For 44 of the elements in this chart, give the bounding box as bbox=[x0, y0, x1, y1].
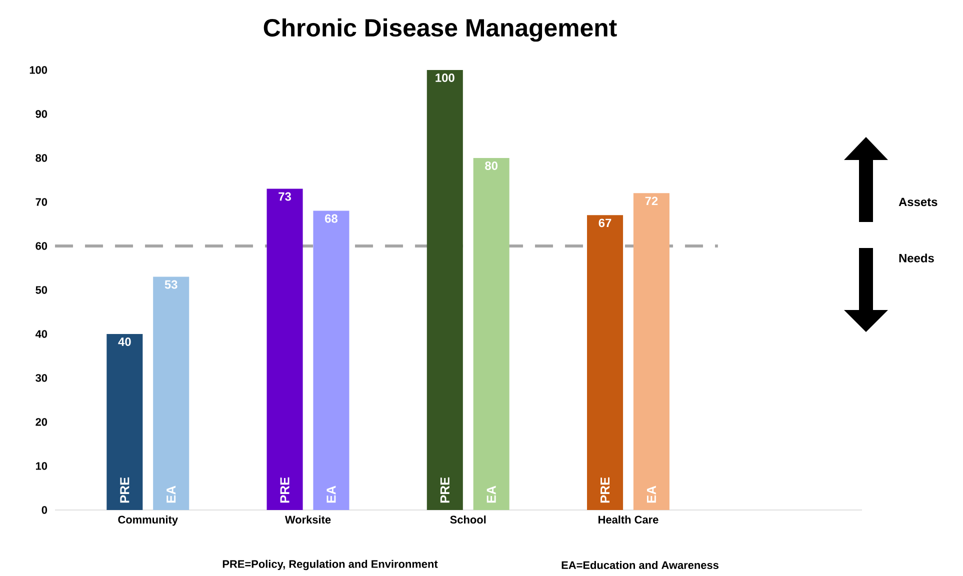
y-tick-label: 70 bbox=[36, 198, 48, 206]
x-tick-label: Worksite bbox=[284, 516, 331, 524]
text: PRE bbox=[280, 477, 290, 503]
y-tick-label: 0 bbox=[42, 506, 48, 514]
text: PRE=Policy, Regulation and Environment bbox=[222, 560, 438, 570]
text: EA=Education and Awareness bbox=[562, 560, 718, 570]
y-tick-label: 60 bbox=[36, 242, 48, 250]
y-tick-label: 50 bbox=[36, 286, 48, 294]
text: EA bbox=[647, 486, 656, 503]
x-tick-label: School bbox=[450, 516, 486, 524]
data-label: 67 bbox=[598, 218, 612, 228]
x-tick-label: Community bbox=[118, 516, 178, 526]
y-tick-label: 40 bbox=[35, 330, 48, 338]
text: Assets bbox=[898, 198, 938, 206]
text: EA bbox=[486, 486, 496, 503]
text: PRE bbox=[600, 477, 610, 503]
bar bbox=[106, 334, 143, 510]
bar bbox=[426, 70, 463, 510]
data-label: 72 bbox=[645, 196, 658, 206]
data-label: 73 bbox=[278, 192, 291, 201]
data-label: 100 bbox=[436, 74, 454, 82]
bar bbox=[313, 210, 350, 510]
series-label: PRE bbox=[120, 477, 130, 503]
y-tick-label: 80 bbox=[36, 154, 48, 162]
y-tick-label: 100 bbox=[30, 66, 48, 74]
text: PRE bbox=[440, 477, 450, 503]
data-label: 80 bbox=[485, 162, 498, 170]
series-label: EA bbox=[166, 486, 176, 503]
data-label: 68 bbox=[325, 214, 338, 223]
bar bbox=[587, 215, 624, 510]
data-label: 40 bbox=[118, 338, 131, 346]
y-tick-label: 10 bbox=[36, 462, 48, 470]
bar bbox=[633, 193, 670, 510]
y-tick-label: 90 bbox=[36, 110, 48, 118]
y-tick-label: 20 bbox=[36, 418, 48, 426]
bar bbox=[153, 276, 190, 510]
bar bbox=[266, 188, 303, 510]
text: EA bbox=[326, 486, 336, 503]
chart-title: Chronic Disease Management bbox=[264, 18, 617, 42]
x-tick-label: Health Care bbox=[598, 516, 658, 524]
text: Needs bbox=[899, 254, 934, 262]
data-label: 53 bbox=[164, 280, 178, 289]
y-tick-label: 30 bbox=[36, 374, 48, 382]
bar bbox=[473, 158, 510, 510]
